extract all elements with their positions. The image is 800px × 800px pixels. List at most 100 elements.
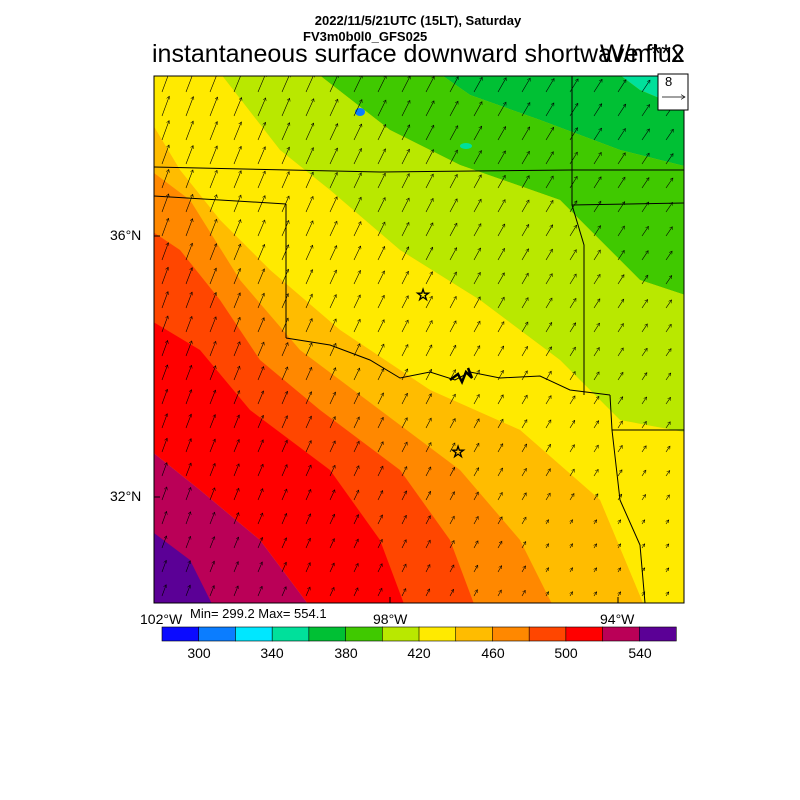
- wind-vector: [305, 514, 311, 525]
- wind-vector: [377, 173, 385, 189]
- wind-vector: [401, 491, 407, 501]
- wind-vector: [161, 194, 169, 213]
- wind-vector: [521, 493, 527, 501]
- wind-vector: [233, 342, 240, 357]
- wind-vector: [473, 370, 480, 381]
- wind-vector: [305, 392, 312, 405]
- wind-vector: [329, 148, 338, 165]
- wind-vector: [401, 564, 406, 573]
- wind-vector: [617, 421, 623, 429]
- wind-vector: [185, 292, 192, 309]
- colorbar-label: 500: [554, 645, 578, 661]
- wind-vector: [665, 324, 671, 333]
- wind-vector: [377, 100, 386, 117]
- wind-vector: [281, 220, 289, 237]
- band-560: [154, 533, 212, 603]
- wind-vector: [666, 544, 669, 549]
- wind-vector: [185, 585, 190, 597]
- wind-vector: [209, 537, 215, 549]
- wind-vector: [209, 341, 216, 357]
- wind-vector: [305, 196, 313, 213]
- wind-vector: [233, 244, 241, 261]
- wind-vector: [593, 79, 603, 93]
- wind-vector: [617, 494, 622, 501]
- wind-vector: [281, 416, 287, 429]
- wind-vector: [425, 491, 431, 501]
- wind-vector: [305, 221, 313, 237]
- wind-vector: [449, 345, 456, 357]
- wind-vector: [641, 226, 649, 237]
- lat-label-36n: 36°N: [110, 227, 142, 243]
- wind-vector: [305, 489, 311, 501]
- wind-vector: [449, 126, 458, 141]
- wind-vector: [257, 98, 266, 117]
- wind-vector: [545, 225, 553, 237]
- wind-vector: [185, 487, 191, 501]
- wind-vector: [377, 564, 382, 573]
- wind-vector: [425, 223, 433, 237]
- wind-vector: [209, 561, 214, 573]
- wind-vector: [521, 420, 527, 429]
- wind-vector: [257, 318, 264, 333]
- wind-vector: [665, 251, 672, 261]
- wind-vector: [353, 173, 361, 189]
- wind-vector: [281, 76, 290, 93]
- wind-vector: [377, 344, 384, 357]
- wind-vector: [257, 367, 264, 381]
- wind-vector: [545, 127, 554, 141]
- wind-vector: [449, 321, 456, 333]
- wind-vector: [449, 589, 454, 597]
- wind-vector: [497, 444, 503, 453]
- wind-vector: [329, 221, 337, 237]
- wind-vector: [185, 316, 192, 333]
- wind-vector: [401, 149, 410, 165]
- wind-vector: [545, 274, 553, 285]
- wind-vector: [569, 250, 577, 261]
- wind-vector: [617, 177, 625, 189]
- wind-vector: [642, 544, 645, 549]
- wind-vector: [209, 317, 216, 333]
- wind-vector: [257, 147, 265, 165]
- wind-vector: [257, 196, 265, 213]
- wind-vector: [521, 176, 529, 189]
- band-520: [154, 322, 404, 603]
- wind-vector: [209, 219, 217, 237]
- colorbar-label: 540: [628, 645, 652, 661]
- model-name: FV3m0b0l0_GFS025: [303, 29, 428, 44]
- wind-vector: [617, 226, 625, 237]
- wind-vector: [401, 515, 406, 525]
- wind-vector: [329, 124, 338, 141]
- wind-vector: [521, 346, 528, 357]
- wind-vector: [257, 415, 263, 429]
- wind-vector: [497, 200, 505, 213]
- wind-vector: [353, 490, 359, 501]
- wind-vector: [449, 272, 457, 285]
- wind-vector: [521, 273, 528, 285]
- wind-vector: [546, 592, 549, 597]
- wind-vector: [521, 151, 530, 165]
- wind-vector: [377, 515, 383, 525]
- wind-vector: [161, 585, 166, 597]
- wind-vector: [233, 488, 239, 501]
- wind-vector: [377, 320, 384, 333]
- wind-vector: [329, 441, 335, 453]
- wind-vector: [641, 300, 648, 309]
- wind-vector: [377, 124, 386, 141]
- wind-vector: [161, 341, 168, 357]
- wind-vector: [497, 517, 502, 525]
- wind-vector: [665, 397, 671, 405]
- wind-vector: [593, 226, 601, 237]
- wind-vector: [497, 248, 505, 261]
- wind-vector: [161, 414, 167, 429]
- wind-vector: [185, 512, 191, 525]
- wind-vector: [233, 415, 239, 429]
- wind-vector: [425, 321, 432, 333]
- wind-vector: [473, 126, 482, 141]
- wind-vector: [353, 270, 361, 285]
- wind-vector: [569, 176, 578, 189]
- wind-vector: [329, 563, 334, 573]
- wind-vector: [161, 463, 167, 477]
- wind-vector: [593, 152, 602, 165]
- wind-vector: [569, 298, 577, 309]
- wind-vector: [329, 295, 336, 309]
